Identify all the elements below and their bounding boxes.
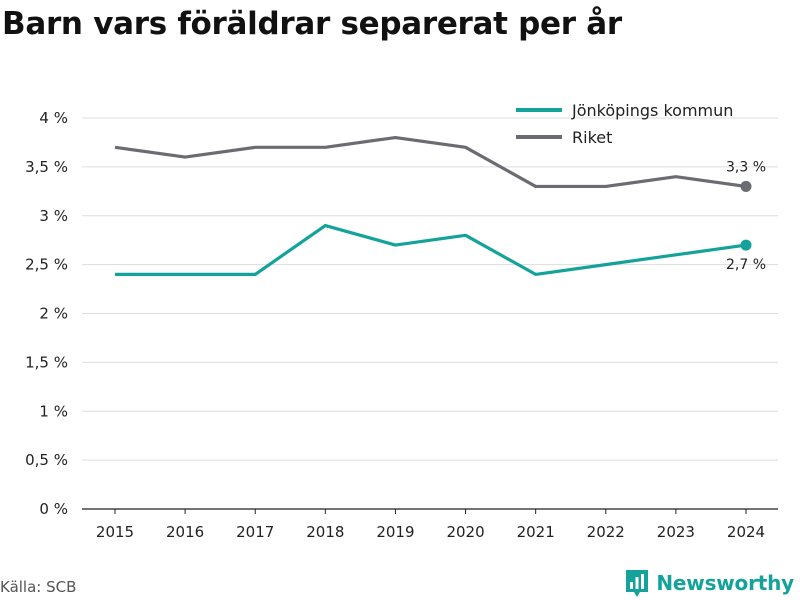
series-end-point-0 — [740, 239, 752, 251]
y-tick-label: 1,5 % — [25, 353, 68, 371]
x-tick-label: 2019 — [376, 523, 414, 541]
x-tick-label: 2017 — [236, 523, 274, 541]
series-line-0 — [115, 223, 747, 276]
y-tick-label: 1 % — [39, 402, 68, 420]
y-tick-label: 0 % — [39, 500, 68, 518]
y-tick-label: 3 % — [39, 207, 68, 225]
bar-chart-flag-icon — [626, 570, 649, 597]
legend-label-0: Jönköpings kommun — [571, 101, 733, 120]
series-end-label-0: 2,7 % — [726, 257, 766, 273]
x-tick-label: 2016 — [166, 523, 204, 541]
series-end-point-1 — [740, 180, 752, 192]
series-line-1 — [114, 135, 747, 189]
x-axis: 2015 2016 2017 2018 2019 2020 2021 2022 2023 2024 — [82, 508, 778, 541]
series-end-label-1: 3,3 % — [726, 159, 766, 175]
y-axis-tick-labels: 0 % 0,5 % 1 % 1,5 % 2 % 2,5 % 3 % 3,5 % 4 % — [25, 109, 68, 518]
y-tick-label: 2 % — [39, 305, 68, 323]
legend-label-1: Riket — [572, 128, 612, 147]
y-tick-label: 0,5 % — [25, 451, 68, 469]
x-tick-label: 2023 — [657, 523, 695, 541]
y-tick-label: 4 % — [39, 109, 68, 127]
brand-logo: Newsworthy — [624, 568, 794, 598]
grid-lines — [82, 117, 778, 461]
legend: Jönköpings kommun Riket — [516, 101, 733, 147]
x-tick-label: 2020 — [446, 523, 484, 541]
series-lines: 2,7 % 3,3 % — [114, 135, 766, 276]
x-tick-label: 2022 — [587, 523, 625, 541]
x-tick-label: 2024 — [727, 523, 765, 541]
x-tick-label: 2018 — [306, 523, 344, 541]
brand-name: Newsworthy — [656, 571, 794, 595]
x-tick-label: 2021 — [517, 523, 555, 541]
chart-title: Barn vars föräldrar separerat per år — [2, 6, 622, 42]
source-note: Källa: SCB — [0, 578, 77, 596]
y-tick-label: 3,5 % — [25, 158, 68, 176]
x-tick-label: 2015 — [96, 523, 134, 541]
y-tick-label: 2,5 % — [25, 256, 68, 274]
